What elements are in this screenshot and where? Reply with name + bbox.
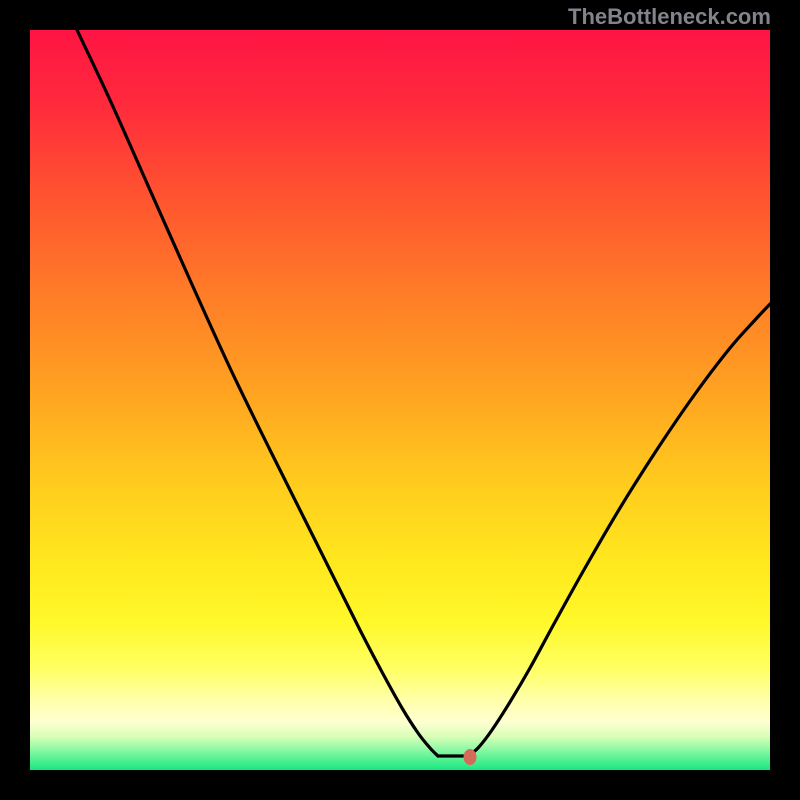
gradient-background — [30, 30, 770, 770]
optimum-marker — [464, 749, 477, 765]
watermark-text: TheBottleneck.com — [568, 4, 771, 30]
plot-area — [30, 30, 770, 770]
chart-svg — [30, 30, 770, 770]
